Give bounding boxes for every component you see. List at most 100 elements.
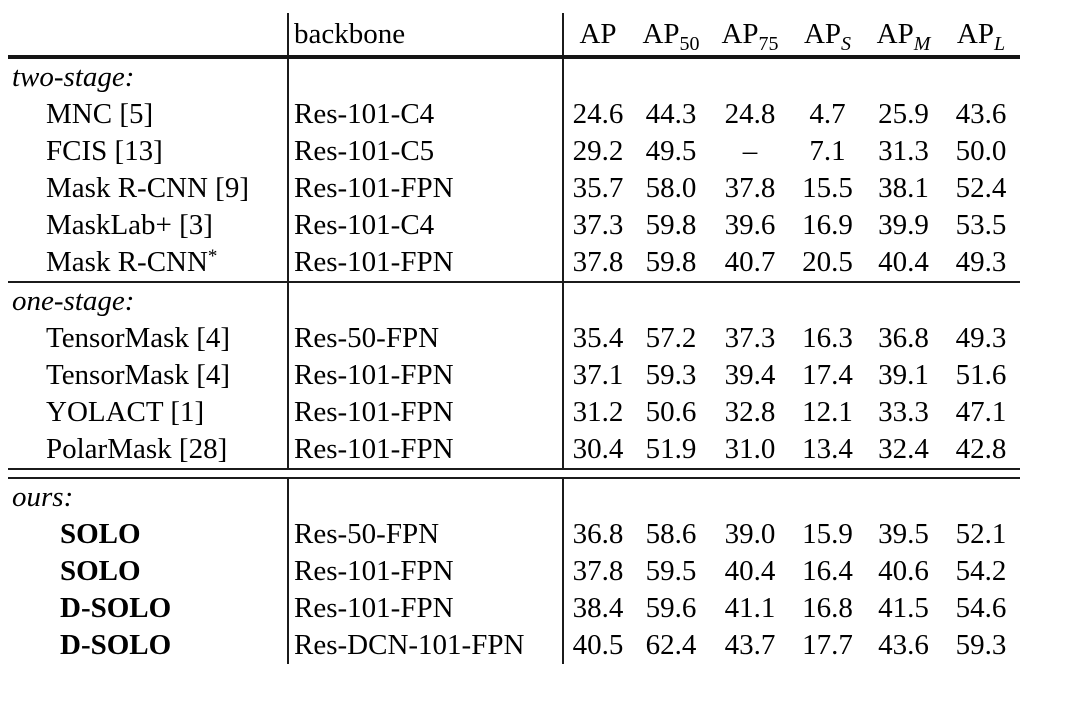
value-cell: 49.3 <box>942 244 1020 283</box>
metric-subscript: M <box>913 32 931 55</box>
value-cell: 59.6 <box>645 592 697 624</box>
metric-header-cell: APM <box>865 13 942 59</box>
value-cell: 52.4 <box>955 172 1007 204</box>
value-cell: 43.7 <box>724 629 776 661</box>
table-row: Mask R-CNN* Res-101-FPN 37.8 59.8 40.7 2… <box>8 244 1020 283</box>
value-cell: 51.9 <box>632 431 710 470</box>
method-label: Mask R-CNN <box>46 246 208 278</box>
metric-header-cell: AP <box>562 13 632 59</box>
header-row: backbone AP AP50 AP75 APS APM APL <box>8 13 1020 59</box>
value-cell: 57.2 <box>645 322 697 354</box>
value-cell: 7.1 <box>809 135 846 167</box>
value-cell: 47.1 <box>955 396 1007 428</box>
value-cell: 24.8 <box>724 98 776 130</box>
value-cell <box>562 478 632 516</box>
table-row: TensorMask [4] Res-50-FPN 35.4 57.2 37.3… <box>8 320 1020 357</box>
double-rule-spacer <box>8 469 1020 479</box>
value-cell: 59.8 <box>632 244 710 283</box>
value-cell: 37.3 <box>724 322 776 354</box>
table-row: Mask R-CNN [9] Res-101-FPN 35.7 58.0 37.… <box>8 170 1020 207</box>
value-cell: 38.4 <box>562 590 632 627</box>
value-cell: 44.3 <box>645 98 697 130</box>
value-cell: 25.9 <box>878 98 929 130</box>
section-label-cell: one-stage: <box>12 285 135 317</box>
value-cell: 31.2 <box>562 394 632 431</box>
method-cell: MNC [5] <box>46 98 154 130</box>
method-cell: D-SOLO <box>60 592 172 624</box>
metric-label: AP <box>579 17 617 50</box>
value-cell: 39.4 <box>724 359 776 391</box>
metric-label: AP <box>642 17 680 50</box>
value-cell: 32.4 <box>865 431 942 470</box>
value-cell: 59.3 <box>955 629 1007 661</box>
value-cell: 39.9 <box>878 209 929 241</box>
backbone-cell: Res-DCN-101-FPN <box>287 627 563 664</box>
value-cell: 16.9 <box>802 209 853 241</box>
value-cell: 37.1 <box>562 357 632 394</box>
backbone-cell: Res-101-FPN <box>287 553 563 590</box>
value-cell: 33.3 <box>878 396 929 428</box>
metric-subscript: L <box>993 32 1006 55</box>
section-label-row: ours: <box>8 478 1020 516</box>
table-row: MaskLab+ [3] Res-101-C4 37.3 59.8 39.6 1… <box>8 207 1020 244</box>
metric-header-cell: APL <box>942 13 1020 59</box>
value-cell: – <box>742 135 758 167</box>
value-cell <box>562 57 632 96</box>
metric-subscript: 50 <box>679 32 700 55</box>
method-cell: MaskLab+ [3] <box>46 209 213 241</box>
value-cell: 29.2 <box>562 133 632 170</box>
backbone-cell <box>287 57 563 96</box>
backbone-cell <box>287 282 563 320</box>
value-cell: 31.3 <box>878 135 929 167</box>
method-cell: Mask R-CNN [9] <box>46 172 249 204</box>
backbone-cell: Res-101-FPN <box>287 431 563 470</box>
method-cell: PolarMask [28] <box>8 431 288 470</box>
value-cell: 49.5 <box>645 135 697 167</box>
results-table: backbone AP AP50 AP75 APS APM APL two-st… <box>8 13 1020 664</box>
value-cell: 39.0 <box>724 518 776 550</box>
table-row: SOLO Res-101-FPN 37.8 59.5 40.4 16.4 40.… <box>8 553 1020 590</box>
value-cell: 62.4 <box>645 629 697 661</box>
backbone-cell: Res-50-FPN <box>287 516 563 553</box>
value-cell: 15.9 <box>802 518 853 550</box>
value-cell: 32.8 <box>724 396 776 428</box>
section-label-row: two-stage: <box>8 57 1020 96</box>
value-cell: 20.5 <box>790 244 865 283</box>
header-backbone-cell: backbone <box>287 13 563 59</box>
value-cell: 59.3 <box>645 359 697 391</box>
value-cell: 41.5 <box>878 592 929 624</box>
table-row: YOLACT [1] Res-101-FPN 31.2 50.6 32.8 12… <box>8 394 1020 431</box>
backbone-cell: Res-101-FPN <box>287 357 563 394</box>
method-cell: D-SOLO <box>60 629 172 661</box>
section-label-row: one-stage: <box>8 282 1020 320</box>
value-cell: 51.6 <box>955 359 1007 391</box>
value-cell: 52.1 <box>955 518 1007 550</box>
value-cell: 54.6 <box>955 592 1007 624</box>
header-method-cell <box>8 13 288 59</box>
value-cell: 41.1 <box>724 592 776 624</box>
value-cell: 37.8 <box>724 172 776 204</box>
metric-subscript: S <box>841 32 852 55</box>
backbone-cell: Res-101-FPN <box>287 244 563 283</box>
value-cell: 39.6 <box>724 209 776 241</box>
metric-label: AP <box>956 17 994 50</box>
table-row: MNC [5] Res-101-C4 24.6 44.3 24.8 4.7 25… <box>8 96 1020 133</box>
value-cell: 35.7 <box>562 170 632 207</box>
value-cell: 59.8 <box>645 209 697 241</box>
value-cell: 12.1 <box>802 396 853 428</box>
table-row: SOLO Res-50-FPN 36.8 58.6 39.0 15.9 39.5… <box>8 516 1020 553</box>
metric-label: AP <box>876 17 914 50</box>
backbone-cell: Res-101-FPN <box>287 170 563 207</box>
value-cell: 37.8 <box>562 244 632 283</box>
value-cell: 40.4 <box>724 555 776 587</box>
value-cell: 40.6 <box>878 555 929 587</box>
value-cell: 17.7 <box>802 629 853 661</box>
value-cell: 35.4 <box>562 320 632 357</box>
value-cell: 50.0 <box>955 135 1007 167</box>
value-cell: 53.5 <box>955 209 1007 241</box>
backbone-cell: Res-101-FPN <box>287 394 563 431</box>
value-cell: 43.6 <box>955 98 1007 130</box>
method-cell: TensorMask [4] <box>46 359 231 391</box>
value-cell: 37.8 <box>562 553 632 590</box>
